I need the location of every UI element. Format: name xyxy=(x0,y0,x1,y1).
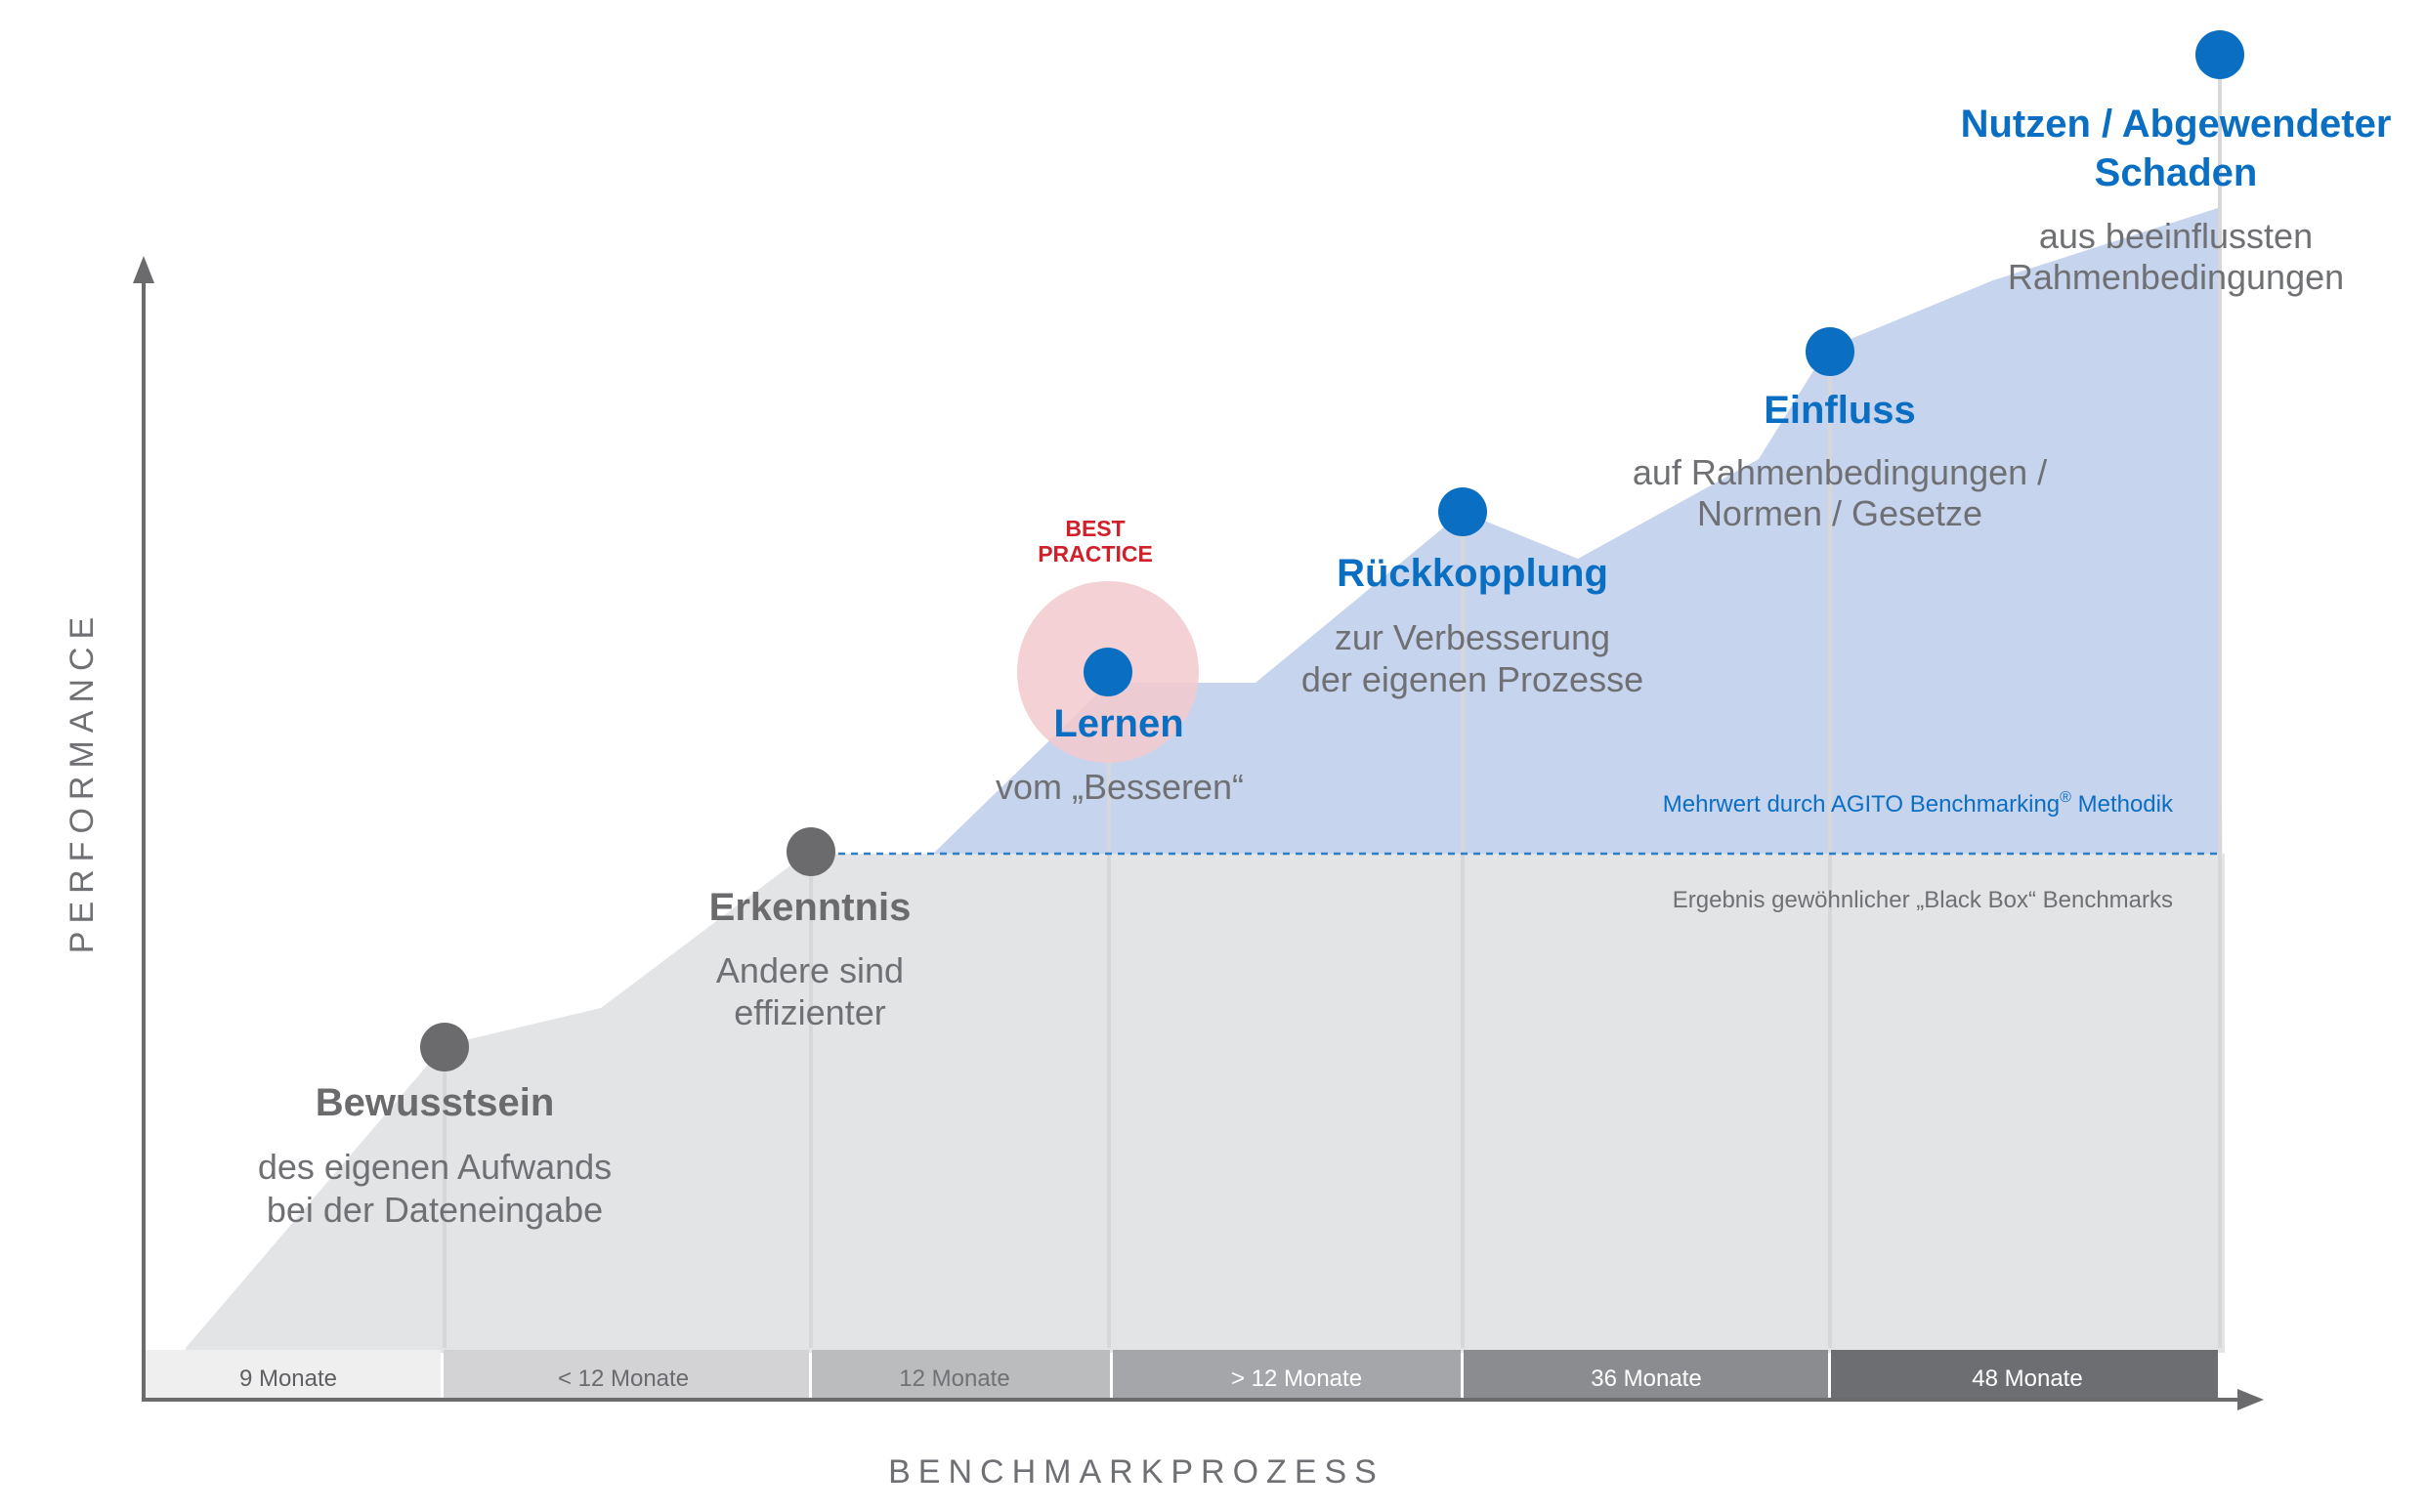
y-axis-label: PERFORMANCE xyxy=(64,609,101,953)
stage-dot-bewusstsein xyxy=(420,1023,469,1071)
stage-title: Bewusstsein xyxy=(316,1081,555,1124)
timeline-segment xyxy=(1464,1350,1828,1399)
added-value-suffix: Methodik xyxy=(2071,791,2174,818)
stage-description: Andere sind xyxy=(716,950,904,990)
registered-mark: ® xyxy=(2060,789,2071,806)
x-axis-arrow xyxy=(2237,1389,2264,1410)
stage-bewusstsein: Bewusstsein des eigenen Aufwands bei der… xyxy=(258,1081,612,1230)
timeline-bar: 9 Monate < 12 Monate 12 Monate > 12 Mona… xyxy=(145,1350,2218,1399)
y-axis-arrow xyxy=(133,256,154,283)
stage-description: Normen / Gesetze xyxy=(1697,493,1982,533)
stage-title: Erkenntnis xyxy=(709,886,912,929)
timeline-label: 9 Monate xyxy=(239,1365,337,1392)
timeline-label: 12 Monate xyxy=(899,1365,1009,1392)
stage-lines xyxy=(443,55,2222,1348)
added-value-text: Mehrwert durch AGITO Benchmarking xyxy=(1663,791,2060,818)
stage-dot-erkenntnis xyxy=(787,827,835,876)
stage-description: auf Rahmenbedingungen / xyxy=(1633,452,2047,492)
best-practice-label-line1: BEST xyxy=(1065,516,1125,541)
timeline-segment xyxy=(1831,1350,2218,1399)
stage-nutzen: Nutzen / Abgewendeter Schaden aus beeinf… xyxy=(1961,103,2392,297)
black-box-area xyxy=(186,854,2225,1353)
stage-title: Lernen xyxy=(1053,702,1183,745)
stage-title: Nutzen / Abgewendeter xyxy=(1961,103,2392,146)
stage-erkenntnis: Erkenntnis Andere sind effizienter xyxy=(709,886,912,1032)
stage-title: Schaden xyxy=(2095,151,2258,194)
stage-description: Rahmenbedingungen xyxy=(2008,257,2344,297)
timeline-label: 36 Monate xyxy=(1591,1365,1701,1392)
timeline-segment xyxy=(1113,1350,1461,1399)
stage-description: vom „Besseren“ xyxy=(996,767,1244,807)
timeline-label: 48 Monate xyxy=(1972,1365,2082,1392)
stage-dot-nutzen xyxy=(2195,30,2244,79)
stage-description: aus beeinflussten xyxy=(2039,216,2313,256)
timeline-segment xyxy=(444,1350,809,1399)
black-box-annotation: Ergebnis gewöhnlicher „Black Box“ Benchm… xyxy=(1673,887,2173,913)
stage-dot-lernen xyxy=(1084,648,1132,696)
axes xyxy=(133,256,2264,1410)
stage-einfluss: Einfluss auf Rahmenbedingungen / Normen … xyxy=(1633,389,2047,533)
timeline-label: > 12 Monate xyxy=(1231,1365,1362,1392)
stage-description: effizienter xyxy=(734,992,885,1032)
x-axis-label: BENCHMARKPROZESS xyxy=(888,1453,1384,1491)
stage-lernen: Lernen vom „Besseren“ xyxy=(996,702,1244,807)
timeline-segment xyxy=(812,1350,1110,1399)
stage-description: bei der Dateneingabe xyxy=(267,1190,603,1230)
timeline-segment xyxy=(145,1350,441,1399)
stage-description: zur Verbesserung xyxy=(1335,617,1610,657)
stage-rueckkopplung: Rückkopplung zur Verbesserung der eigene… xyxy=(1301,552,1643,699)
stage-description: der eigenen Prozesse xyxy=(1301,659,1643,699)
stage-dot-rueckkopplung xyxy=(1438,487,1487,536)
added-value-annotation: Mehrwert durch AGITO Benchmarking® Metho… xyxy=(1663,789,2174,818)
stage-title: Rückkopplung xyxy=(1337,552,1608,595)
stage-description: des eigenen Aufwands xyxy=(258,1147,612,1187)
stage-title: Einfluss xyxy=(1764,389,1916,432)
best-practice-label-line2: PRACTICE xyxy=(1038,541,1153,567)
stage-dots xyxy=(420,30,2244,1071)
timeline-label: < 12 Monate xyxy=(558,1365,689,1392)
stage-dot-einfluss xyxy=(1806,327,1854,376)
